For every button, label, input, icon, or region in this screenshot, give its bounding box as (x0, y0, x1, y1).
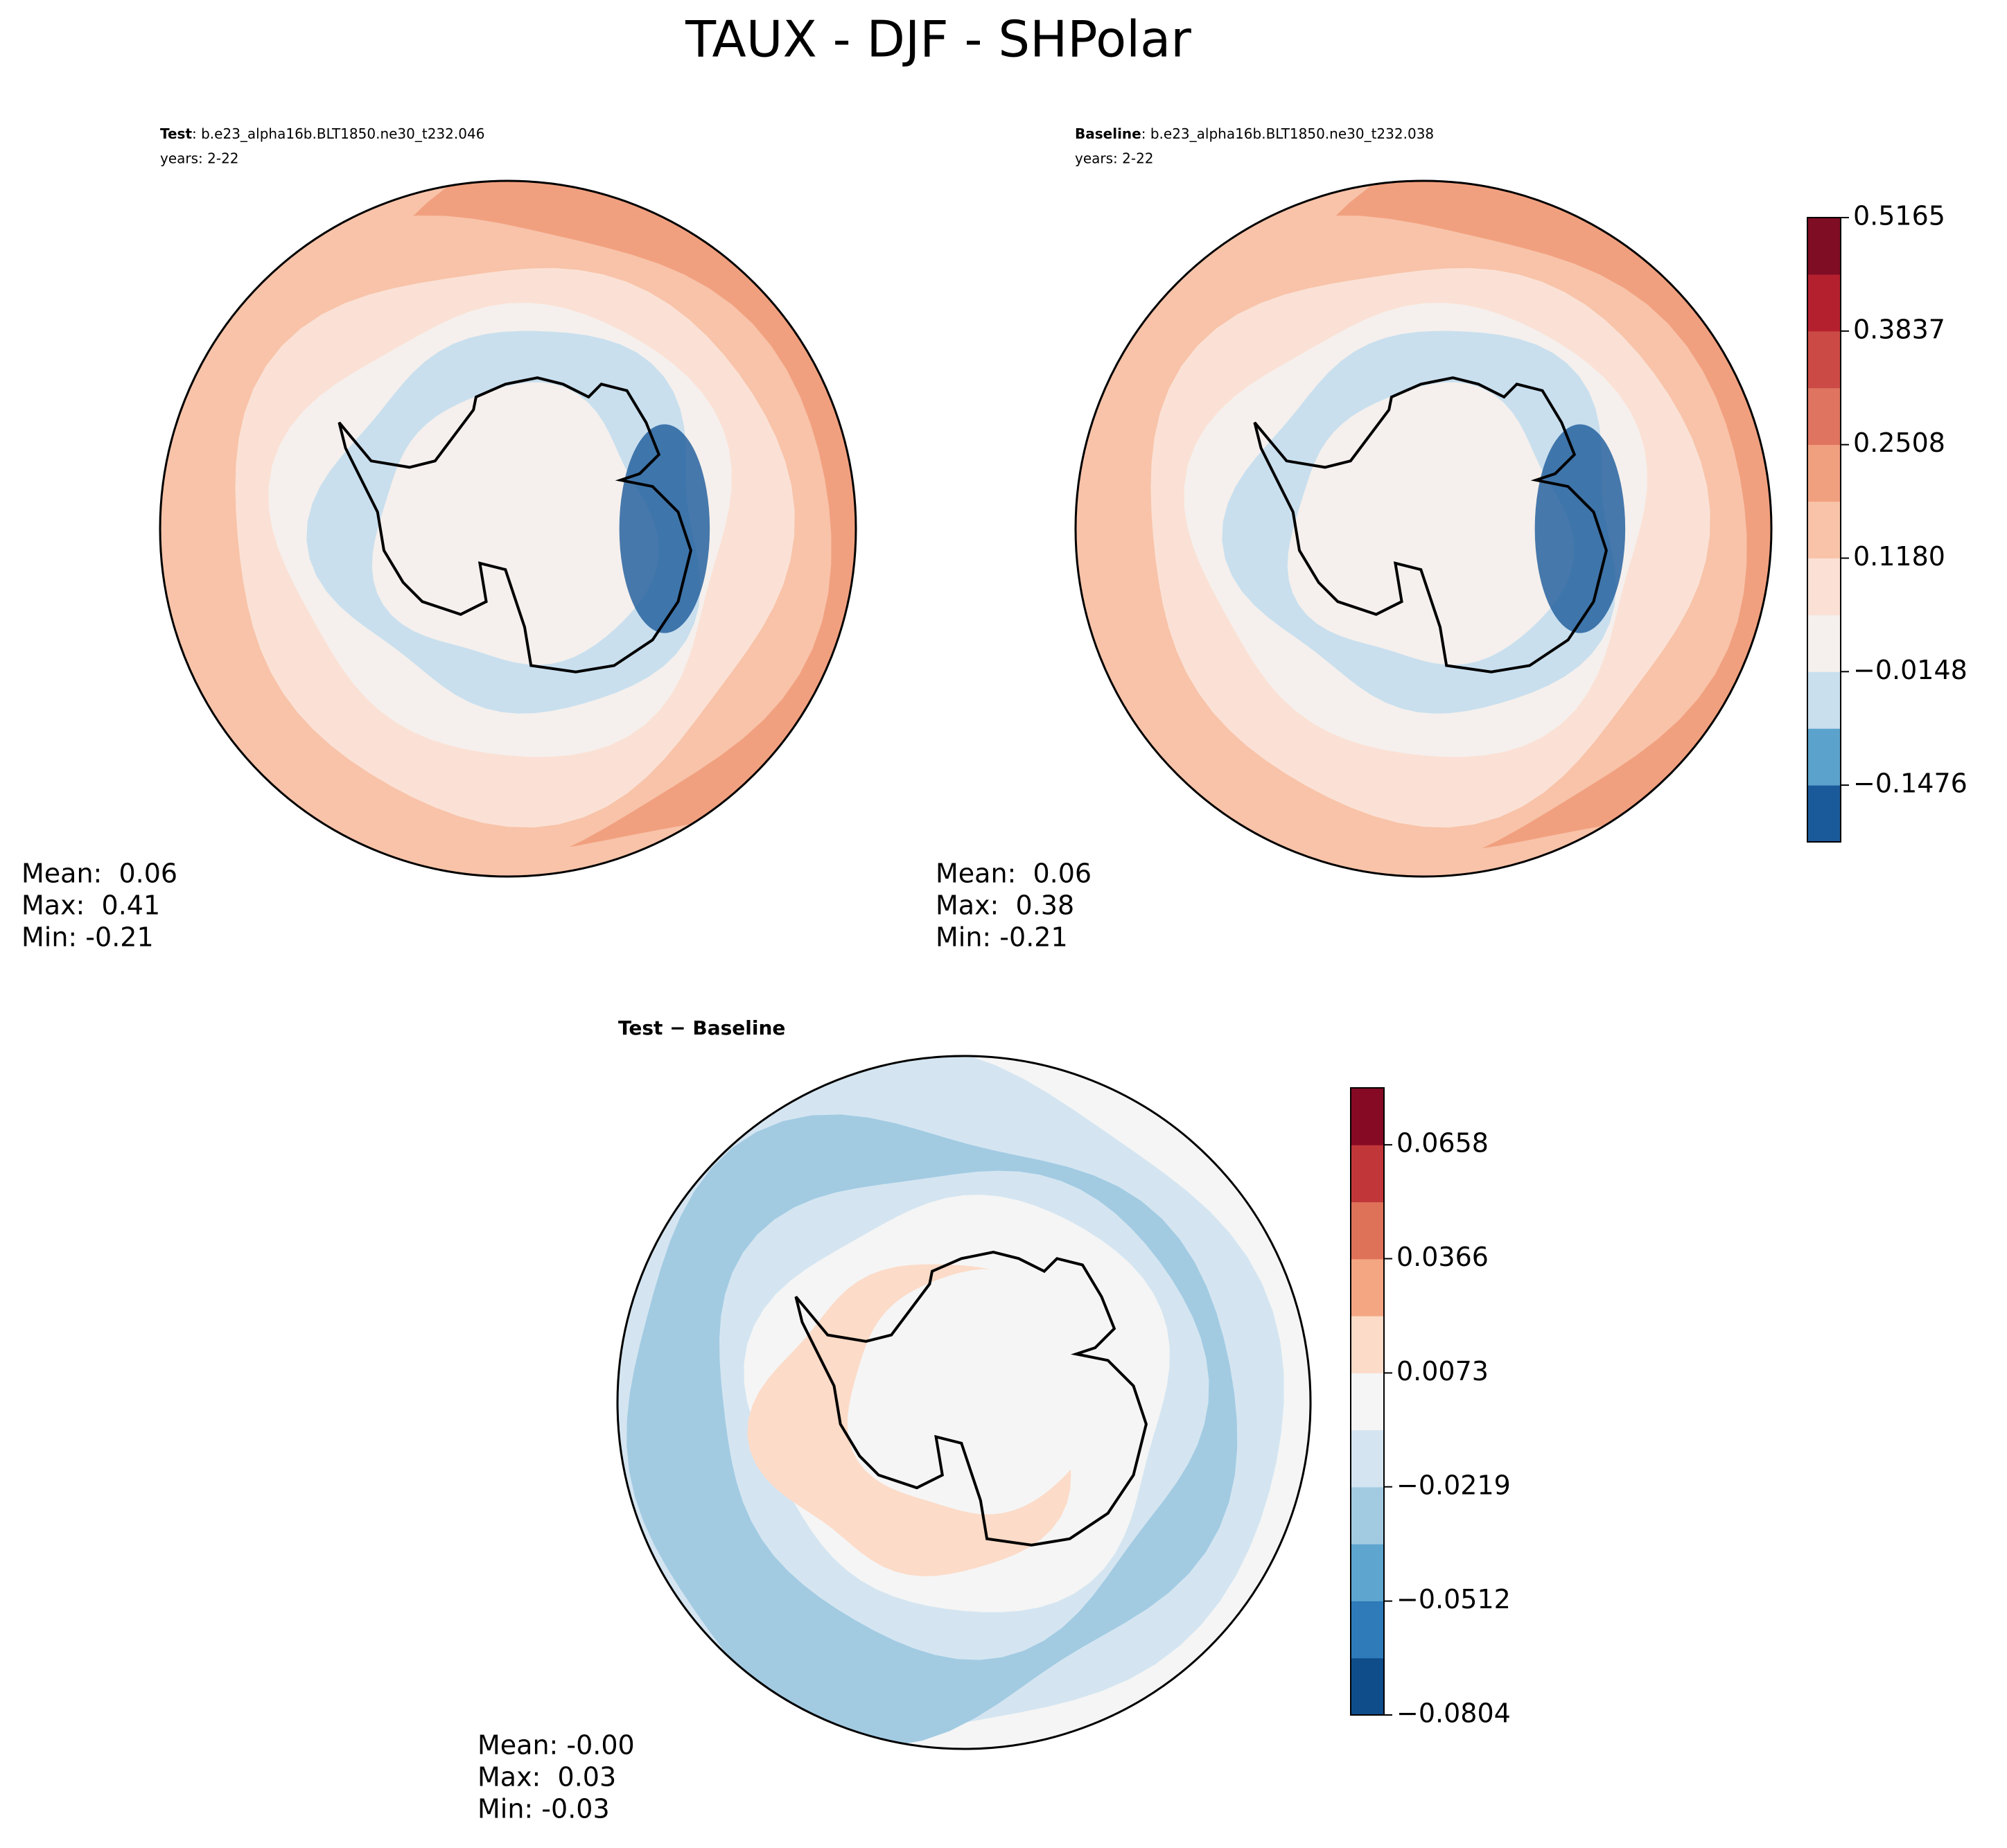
colorbar-frame (1350, 1087, 1385, 1716)
case-name: : b.e23_alpha16b.BLT1850.ne30_t232.046 (192, 125, 484, 142)
panel-title: Test: b.e23_alpha16b.BLT1850.ne30_t232.0… (160, 125, 484, 142)
colorbar-band (1807, 615, 1841, 672)
colorbar-band (1351, 1429, 1384, 1488)
colorbar-band (1351, 1145, 1384, 1203)
years: years: 2-22 (160, 150, 239, 167)
coastline (794, 1251, 1148, 1547)
colorbar-band (1807, 728, 1841, 786)
stat: Min: -0.21 (21, 922, 154, 953)
panel-title: Baseline: b.e23_alpha16b.BLT1850.ne30_t2… (1075, 125, 1434, 142)
colorbar-tick-label: 0.0658 (1396, 1128, 1489, 1159)
colorbar-band (1807, 274, 1841, 332)
years: years: 2-22 (1075, 150, 1154, 167)
panel-label: Test (160, 125, 192, 142)
colorbar-band (1807, 501, 1841, 558)
stat: Mean: -0.00 (477, 1730, 635, 1761)
colorbar-band (1351, 1316, 1384, 1373)
colorbar-band (1351, 1486, 1384, 1545)
contour-region (848, 1269, 1096, 1515)
colorbar-band (1351, 1601, 1384, 1659)
stat: Max: 0.41 (21, 890, 160, 921)
contour-region (1534, 424, 1626, 633)
colorbar-band (1351, 1202, 1384, 1260)
colorbar-band (1807, 785, 1841, 843)
panel-title: Test − Baseline (618, 1017, 785, 1039)
stat: Max: 0.38 (936, 890, 1074, 921)
figure-title: TAUX - DJF - SHPolar (685, 10, 1191, 69)
contour-field (617, 1056, 1311, 1749)
colorbar-band (1351, 1657, 1384, 1716)
map-boundary (1074, 179, 1773, 878)
colorbar-band (1807, 387, 1841, 446)
colorbar-tick-label: 0.5165 (1853, 201, 1945, 231)
colorbar-frame (1807, 217, 1841, 843)
colorbar-tick-label: −0.1476 (1853, 768, 1967, 799)
colorbar-band (1807, 558, 1841, 615)
stat: Mean: 0.06 (936, 859, 1092, 889)
stat: Max: 0.03 (477, 1762, 616, 1793)
colorbar-tick-label: 0.3837 (1853, 314, 1945, 344)
stat: Min: -0.21 (936, 922, 1068, 953)
colorbar-tick-label: −0.0219 (1396, 1470, 1511, 1500)
coastline (1253, 376, 1608, 674)
case-name: : b.e23_alpha16b.BLT1850.ne30_t232.038 (1141, 125, 1434, 142)
contour-region (1287, 382, 1575, 665)
colorbar-band (1807, 444, 1841, 502)
colorbar-band (1807, 331, 1841, 389)
contour-region (371, 382, 659, 665)
map-boundary (159, 179, 857, 878)
stat: Mean: 0.06 (21, 859, 177, 889)
panel-label: Test − Baseline (618, 1017, 785, 1039)
colorbar-band (1351, 1373, 1384, 1431)
panel-label: Baseline (1075, 125, 1141, 142)
colorbar-band (1351, 1088, 1384, 1145)
stat: Min: -0.03 (477, 1794, 610, 1824)
colorbar-band (1351, 1258, 1384, 1317)
contour-region (619, 424, 710, 633)
coastline (338, 376, 692, 674)
colorbar-tick-label: 0.0366 (1396, 1242, 1489, 1272)
colorbar-tick-label: 0.2508 (1853, 428, 1945, 458)
colorbar-tick-label: −0.0804 (1396, 1698, 1511, 1729)
colorbar-band (1351, 1544, 1384, 1601)
colorbar-band (1807, 671, 1841, 729)
colorbar-tick-label: −0.0512 (1396, 1584, 1511, 1614)
colorbar-band (1807, 218, 1841, 275)
colorbar-tick-label: −0.0148 (1853, 655, 1967, 685)
colorbar-tick-label: 0.1180 (1853, 541, 1945, 572)
colorbar-tick-label: 0.0073 (1396, 1356, 1489, 1387)
map-boundary (616, 1055, 1312, 1750)
